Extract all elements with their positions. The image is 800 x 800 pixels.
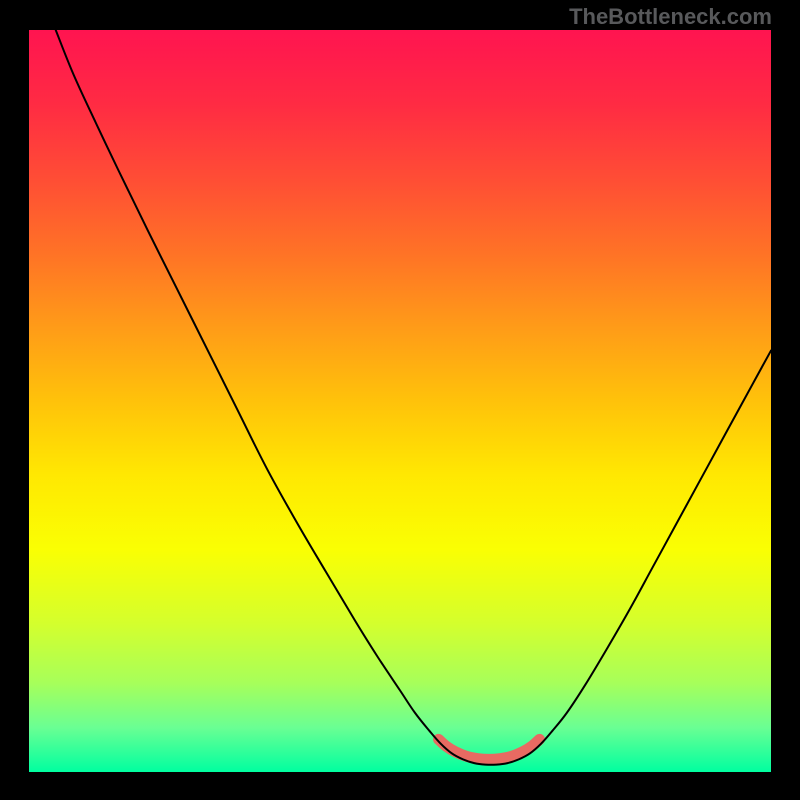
plot-area — [29, 30, 771, 772]
chart-svg — [29, 30, 771, 772]
watermark-text: TheBottleneck.com — [569, 4, 772, 30]
gradient-background — [29, 30, 771, 772]
chart-container: TheBottleneck.com — [0, 0, 800, 800]
